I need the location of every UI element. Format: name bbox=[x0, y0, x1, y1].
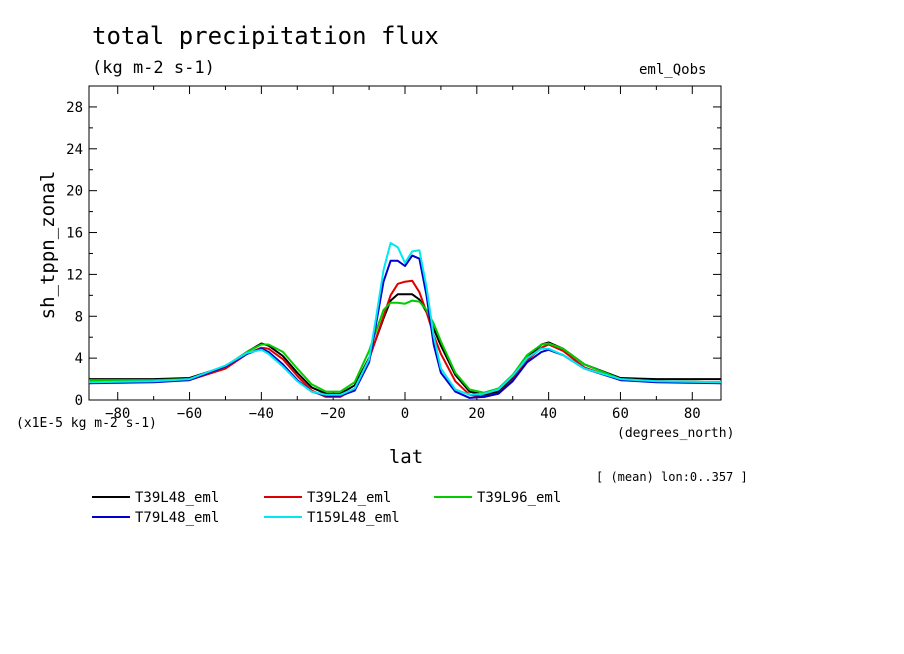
y-axis-label: sh_tppn_zonal bbox=[37, 171, 59, 320]
series-line bbox=[89, 279, 722, 398]
x-tick-label: 40 bbox=[540, 406, 557, 422]
legend-label: T39L48_eml bbox=[135, 490, 219, 506]
legend-label: T79L48_eml bbox=[135, 510, 219, 526]
y-tick-label: 16 bbox=[66, 226, 83, 242]
series-line bbox=[88, 254, 722, 399]
x-tick-label: −60 bbox=[177, 406, 202, 422]
y-tick-label: 8 bbox=[75, 309, 83, 325]
x-tick-label: 0 bbox=[401, 406, 409, 422]
experiment-label: eml_Qobs bbox=[639, 62, 707, 78]
x-tick-label: 80 bbox=[684, 406, 701, 422]
plot-frame bbox=[88, 85, 722, 401]
x-axis-label: lat bbox=[389, 446, 423, 468]
y-tick-label: 24 bbox=[66, 142, 83, 158]
mean-note: [ (mean) lon:0..357 ] bbox=[596, 470, 748, 484]
series-line bbox=[88, 242, 722, 396]
legend: T39L48_eml T39L24_eml T39L96_eml T79L48_eml… bbox=[92, 490, 561, 526]
legend-label: T159L48_eml bbox=[307, 510, 400, 526]
series-line bbox=[89, 299, 722, 394]
y-tick-label: 28 bbox=[66, 100, 83, 116]
y-tick-label: 20 bbox=[66, 184, 83, 200]
plot-area: −80 −60 −40 −20 0 20 40 60 80 0 4 8 12 16 20 24 28 bbox=[66, 85, 722, 422]
x-tick-label: −20 bbox=[321, 406, 346, 422]
x-tick-label: −40 bbox=[249, 406, 274, 422]
y-tick-label: 4 bbox=[75, 351, 83, 367]
series-layer bbox=[88, 242, 722, 399]
units-label: (kg m-2 s-1) bbox=[92, 58, 215, 78]
chart-title: total precipitation flux bbox=[92, 22, 439, 50]
x-tick-label: 20 bbox=[468, 406, 485, 422]
legend-label: T39L24_eml bbox=[307, 490, 391, 506]
x-units-note: (degrees_north) bbox=[617, 426, 735, 441]
legend-label: T39L96_eml bbox=[477, 490, 561, 506]
x-tick-label: 60 bbox=[612, 406, 629, 422]
y-tick-label: 12 bbox=[66, 267, 83, 283]
x-tick-label: −80 bbox=[105, 406, 130, 422]
y-scale-note: (x1E-5 kg m-2 s-1) bbox=[16, 416, 157, 431]
y-tick-label: 0 bbox=[75, 393, 83, 409]
